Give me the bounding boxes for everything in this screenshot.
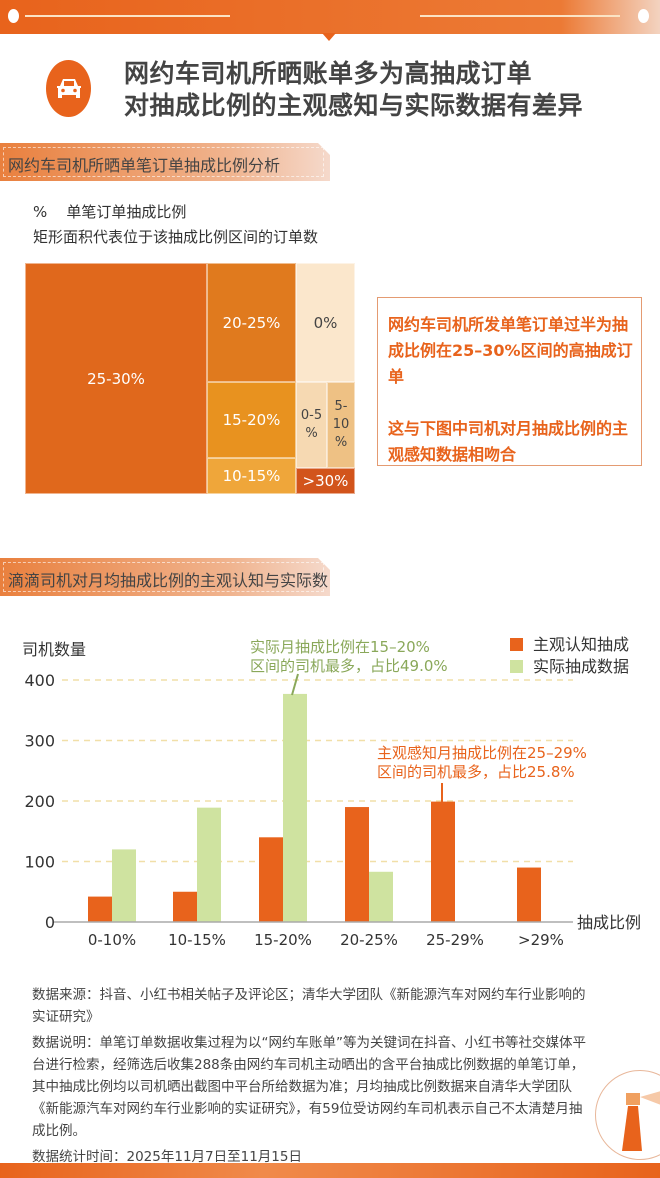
title-line-1: 网约车司机所晒账单多为高抽成订单 [124,59,533,88]
footer-notes: 数据来源：抖音、小红书相关帖子及评论区；清华大学团队《新能源汽车对网约车行业影响… [32,984,592,1172]
y-tick-label: 100 [24,853,55,872]
bar-subjective-15-20% [259,837,283,922]
treemap-cell-0%: 0% [296,263,355,382]
annotation-subjective-line1: 主观感知月抽成比例在25–29% [377,744,587,762]
callout-text-2: 这与下图中司机对月抽成比例的主观感知数据相吻合 [388,419,629,464]
treemap-subtitle: % 单笔订单抽成比例 [33,201,186,222]
lighthouse-icon [622,1091,660,1151]
y-axis-label: 司机数量 [22,640,86,659]
annotation-leader [291,673,299,696]
bar-subjective-25-29% [431,801,455,922]
banner-line [420,15,620,17]
y-tick-label: 0 [45,913,55,932]
treemap-description: 矩形面积代表位于该抽成比例区间的订单数 [33,228,319,246]
treemap-cell->30%: >30% [296,468,355,494]
treemap-cell-0-5%: 0-5 % [296,382,327,468]
treemap-cell-25-30%: 25-30% [25,263,207,494]
bottom-banner [0,1163,660,1178]
bar-subjective->29% [517,867,541,922]
section1-title: 网约车司机所晒单笔订单抽成比例分析 [8,156,281,175]
x-tick-label: 20-25% [340,931,398,949]
y-tick-label: 200 [24,792,55,811]
treemap-cell-20-25%: 20-25% [207,263,296,382]
bar-actual-20-25% [369,871,393,922]
page-title: 网约车司机所晒账单多为高抽成订单 对抽成比例的主观感知与实际数据有差异 [124,58,583,122]
logo [595,1070,660,1160]
unit-label: % [33,203,48,221]
data-source: 数据来源：抖音、小红书相关帖子及评论区；清华大学团队《新能源汽车对网约车行业影响… [32,987,586,1025]
y-tick-label: 400 [24,671,55,690]
treemap-title: 单笔订单抽成比例 [66,203,187,221]
bar-actual-10-15% [197,807,221,922]
treemap-cell-10-15%: 10-15% [207,458,296,494]
bar-subjective-20-25% [345,807,369,922]
callout-box: 网约车司机所发单笔订单过半为抽成比例在25–30%区间的高抽成订单 这与下图中司… [377,297,642,466]
y-tick-label: 300 [24,732,55,751]
x-tick-label: >29% [518,931,564,949]
data-explanation: 数据说明：单笔订单数据收集过程为以“网约车账单”等为关键词在抖音、小红书等社交媒… [32,1035,586,1139]
x-tick-label: 0-10% [88,931,136,949]
annotation-subjective-line2: 区间的司机最多，占比25.8% [377,763,575,781]
treemap: 25-30% 20-25% 15-20% 10-15% 0% 0-5 % 5-10 % >30… [25,263,355,494]
banner-dot [8,9,19,23]
annotation-actual-line2: 区间的司机最多，占比49.0% [250,657,448,675]
legend-label: 实际抽成数据 [533,657,629,676]
car-icon [46,60,91,117]
title-line-2: 对抽成比例的主观感知与实际数据有差异 [124,91,584,120]
treemap-cell-5-10%: 5-10 % [327,382,355,468]
x-tick-label: 25-29% [426,931,484,949]
x-tick-label: 10-15% [168,931,226,949]
bar-subjective-0-10% [88,896,112,922]
banner-dot [638,9,649,23]
top-banner [0,0,660,34]
data-period: 数据统计时间：2025年11月7日至11月15日 [32,1149,302,1165]
x-tick-label: 15-20% [254,931,312,949]
bar-chart: 0 100 200 300 400 司机数量 0-10% 10-15% 15-20% 20-25%… [22,635,641,949]
x-axis-label: 抽成比例 [577,913,641,932]
treemap-cell-15-20%: 15-20% [207,382,296,458]
legend-swatch [510,660,523,673]
banner-line [25,15,230,17]
section1-header: 网约车司机所晒单笔订单抽成比例分析 [0,143,330,181]
banner-notch [322,33,336,41]
legend-label: 主观认知抽成 [533,635,629,654]
annotation-actual-line1: 实际月抽成比例在15–20% [250,638,430,656]
bar-actual-0-10% [112,849,136,922]
callout-text-1: 网约车司机所发单笔订单过半为抽成比例在25–30%区间的高抽成订单 [388,315,633,386]
legend-swatch [510,638,523,651]
bar-actual-15-20% [283,693,307,922]
bar-subjective-10-15% [173,891,197,922]
section2-header: 滴滴司机对月均抽成比例的主观认知与实际数据差异 [0,558,330,596]
